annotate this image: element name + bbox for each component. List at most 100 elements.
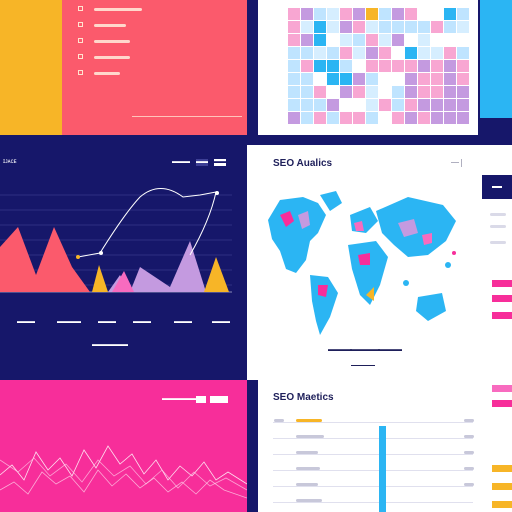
heatmap-cell[interactable] bbox=[353, 73, 365, 85]
heatmap-cell[interactable] bbox=[314, 8, 326, 20]
heatmap-cell[interactable] bbox=[444, 21, 456, 33]
heatmap-cell[interactable] bbox=[405, 86, 417, 98]
heatmap-cell[interactable] bbox=[301, 8, 313, 20]
heatmap-cell[interactable] bbox=[314, 47, 326, 59]
heatmap-cell[interactable] bbox=[314, 60, 326, 72]
heatmap-cell[interactable] bbox=[392, 21, 404, 33]
table-row[interactable] bbox=[273, 454, 473, 455]
heatmap-cell[interactable] bbox=[457, 47, 469, 59]
list-item[interactable] bbox=[94, 8, 142, 11]
heatmap-cell[interactable] bbox=[301, 112, 313, 124]
heatmap-cell[interactable] bbox=[340, 8, 352, 20]
heatmap-cell[interactable] bbox=[353, 21, 365, 33]
heatmap-cell[interactable] bbox=[366, 112, 378, 124]
heatmap-cell[interactable] bbox=[457, 34, 469, 46]
heatmap-cell[interactable] bbox=[327, 21, 339, 33]
checkbox-icon[interactable] bbox=[78, 6, 83, 11]
heatmap-cell[interactable] bbox=[418, 47, 430, 59]
heatmap-cell[interactable] bbox=[327, 99, 339, 111]
heatmap-cell[interactable] bbox=[444, 34, 456, 46]
sidebar-item[interactable] bbox=[490, 225, 506, 228]
tab-3[interactable]: ▬▬ bbox=[214, 159, 226, 166]
heatmap-cell[interactable] bbox=[392, 8, 404, 20]
heatmap-cell[interactable] bbox=[327, 8, 339, 20]
heatmap-cell[interactable] bbox=[314, 112, 326, 124]
heatmap-cell[interactable] bbox=[327, 112, 339, 124]
trend-point[interactable] bbox=[99, 251, 103, 255]
heatmap-cell[interactable] bbox=[366, 86, 378, 98]
heatmap-cell[interactable] bbox=[379, 99, 391, 111]
heatmap-cell[interactable] bbox=[405, 34, 417, 46]
heatmap-cell[interactable] bbox=[301, 47, 313, 59]
heatmap-cell[interactable] bbox=[340, 112, 352, 124]
heatmap-cell[interactable] bbox=[444, 73, 456, 85]
heatmap-cell[interactable] bbox=[327, 86, 339, 98]
checkbox-icon[interactable] bbox=[78, 54, 83, 59]
table-row[interactable] bbox=[273, 502, 473, 503]
tab-2[interactable]: ▬▬ bbox=[196, 159, 208, 166]
heatmap-cell[interactable] bbox=[379, 112, 391, 124]
heatmap-cell[interactable] bbox=[379, 47, 391, 59]
heatmap-cell[interactable] bbox=[288, 8, 300, 20]
table-row[interactable] bbox=[273, 438, 473, 439]
heatmap-cell[interactable] bbox=[418, 60, 430, 72]
heatmap-cell[interactable] bbox=[340, 99, 352, 111]
heatmap-cell[interactable] bbox=[444, 86, 456, 98]
heatmap-cell[interactable] bbox=[444, 60, 456, 72]
heatmap-cell[interactable] bbox=[353, 60, 365, 72]
heatmap-cell[interactable] bbox=[340, 47, 352, 59]
heatmap-cell[interactable] bbox=[327, 60, 339, 72]
heatmap-cell[interactable] bbox=[366, 47, 378, 59]
heatmap-cell[interactable] bbox=[418, 86, 430, 98]
heatmap-cell[interactable] bbox=[379, 34, 391, 46]
heatmap-cell[interactable] bbox=[418, 34, 430, 46]
list-item[interactable] bbox=[94, 24, 126, 27]
heatmap-cell[interactable] bbox=[457, 112, 469, 124]
checkbox-icon[interactable] bbox=[78, 22, 83, 27]
checkbox-icon[interactable] bbox=[78, 70, 83, 75]
heatmap-cell[interactable] bbox=[301, 99, 313, 111]
list-item[interactable] bbox=[94, 56, 130, 59]
heatmap-cell[interactable] bbox=[327, 34, 339, 46]
heatmap-cell[interactable] bbox=[353, 47, 365, 59]
heatmap-cell[interactable] bbox=[366, 99, 378, 111]
heatmap-cell[interactable] bbox=[431, 112, 443, 124]
heatmap-cell[interactable] bbox=[431, 21, 443, 33]
heatmap-cell[interactable] bbox=[418, 99, 430, 111]
heatmap-cell[interactable] bbox=[288, 21, 300, 33]
heatmap-cell[interactable] bbox=[366, 21, 378, 33]
heatmap-cell[interactable] bbox=[379, 73, 391, 85]
tab-1[interactable]: ▬▬▬ bbox=[172, 159, 190, 165]
heatmap-cell[interactable] bbox=[340, 60, 352, 72]
table-row[interactable] bbox=[273, 486, 473, 487]
list-item[interactable] bbox=[94, 40, 130, 43]
heatmap-cell[interactable] bbox=[457, 21, 469, 33]
heatmap-cell[interactable] bbox=[418, 73, 430, 85]
heatmap-cell[interactable] bbox=[405, 21, 417, 33]
heatmap-cell[interactable] bbox=[353, 86, 365, 98]
heatmap-cell[interactable] bbox=[431, 99, 443, 111]
heatmap-cell[interactable] bbox=[457, 99, 469, 111]
filter-toggle[interactable] bbox=[451, 162, 459, 163]
heatmap-cell[interactable] bbox=[392, 60, 404, 72]
heatmap-cell[interactable] bbox=[288, 86, 300, 98]
heatmap-cell[interactable] bbox=[431, 60, 443, 72]
trend-point[interactable] bbox=[215, 191, 219, 195]
heatmap-cell[interactable] bbox=[340, 21, 352, 33]
heatmap-cell[interactable] bbox=[314, 21, 326, 33]
heatmap-cell[interactable] bbox=[353, 99, 365, 111]
heatmap-cell[interactable] bbox=[353, 8, 365, 20]
heatmap-cell[interactable] bbox=[418, 8, 430, 20]
heatmap-cell[interactable] bbox=[457, 8, 469, 20]
heatmap-cell[interactable] bbox=[405, 8, 417, 20]
heatmap-cell[interactable] bbox=[340, 34, 352, 46]
heatmap-cell[interactable] bbox=[340, 86, 352, 98]
heatmap-cell[interactable] bbox=[366, 8, 378, 20]
heatmap-cell[interactable] bbox=[366, 60, 378, 72]
heatmap-cell[interactable] bbox=[392, 73, 404, 85]
heatmap-cell[interactable] bbox=[366, 34, 378, 46]
sidebar-item[interactable] bbox=[490, 213, 506, 216]
panel-button[interactable] bbox=[210, 396, 228, 403]
heatmap-cell[interactable] bbox=[314, 73, 326, 85]
heatmap-cell[interactable] bbox=[366, 73, 378, 85]
